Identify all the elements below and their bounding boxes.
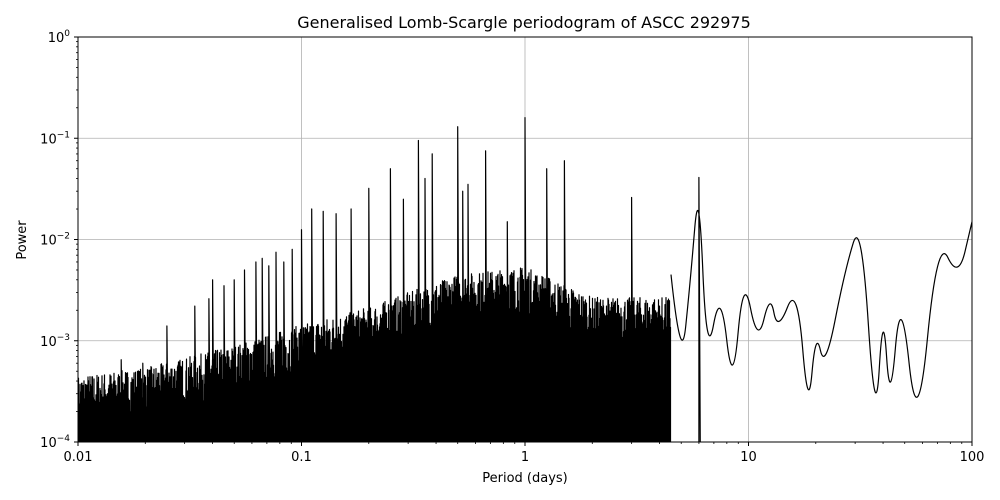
plot-area [78,117,972,442]
y-axis-label: Power [15,220,30,260]
y-tick-label: 10−1 [40,130,70,147]
y-axis: 10−4 10−3 10−2 10−1 100 [40,29,78,451]
x-axis: 0.01 0.1 1 10 100 [64,442,985,465]
y-tick-label: 100 [48,29,71,46]
x-tick-label: 0.01 [64,450,93,465]
y-tick-label: 10−2 [40,232,70,249]
y-tick-label: 10−4 [40,434,70,451]
x-tick-label: 100 [960,450,985,465]
x-tick-label: 0.1 [291,450,312,465]
x-axis-label: Period (days) [482,471,568,486]
power-series-line [78,117,972,442]
chart-title: Generalised Lomb-Scargle periodogram of … [297,13,751,32]
x-tick-label: 1 [521,450,529,465]
x-tick-label: 10 [740,450,757,465]
y-tick-label: 10−3 [40,333,70,350]
